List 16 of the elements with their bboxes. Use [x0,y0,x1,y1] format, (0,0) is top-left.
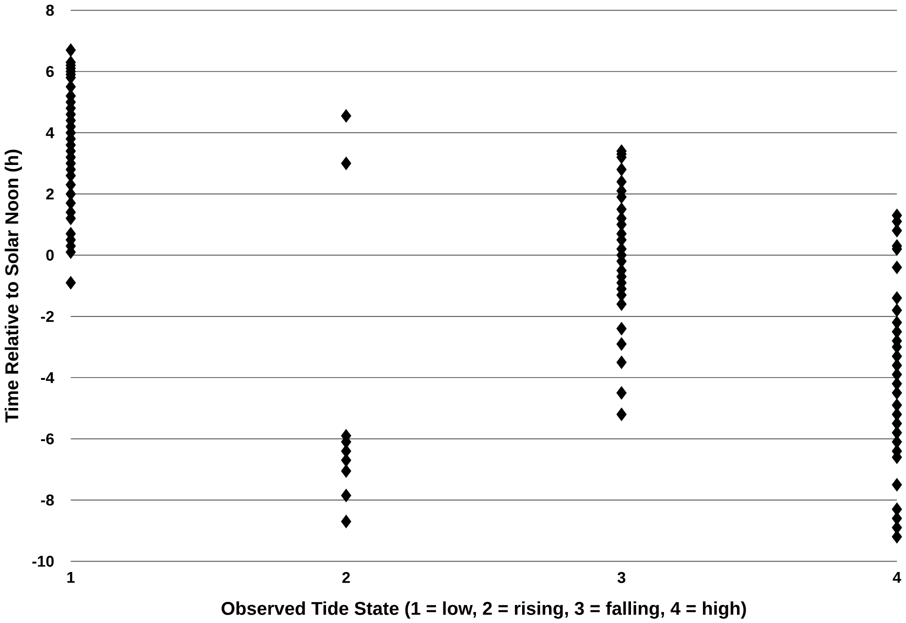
x-tick-label: 1 [67,572,75,583]
y-tick-label: -4 [41,372,54,383]
y-tick-label: 6 [46,66,54,77]
y-tick-label: 4 [46,127,54,138]
y-tick-label: 0 [46,249,54,260]
y-tick-label: 2 [46,188,54,200]
y-tick-label: 8 [46,4,54,16]
x-tick-label: 4 [892,572,902,583]
x-tick-label: 3 [618,572,626,583]
y-tick-label: -10 [32,556,54,567]
y-tick-label: -2 [41,310,54,322]
x-axis-title: Observed Tide State (1 = low, 2 = rising, 3 = falling, 4 = high) [222,601,746,619]
x-tick-label: 2 [342,572,350,583]
y-tick-label: -8 [41,494,54,506]
y-axis-title: Time Relative to Solar Noon (h) [4,150,22,422]
y-tick-label: -6 [41,433,54,444]
